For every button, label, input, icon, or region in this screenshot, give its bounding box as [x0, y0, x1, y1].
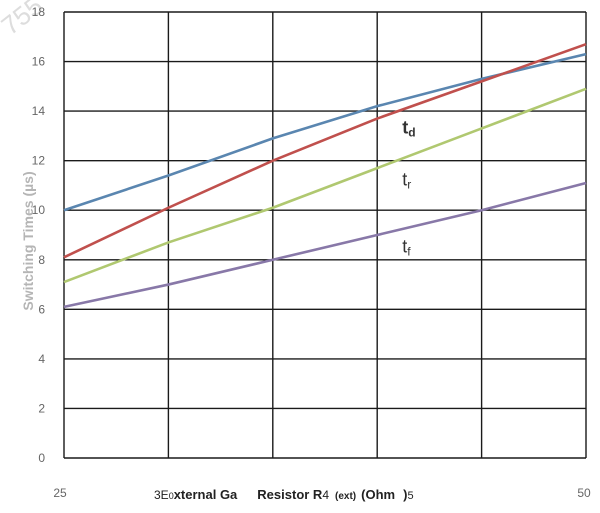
x-axis-label-part: ) [403, 487, 407, 502]
x-axis-ticks: 25 50 [53, 486, 591, 500]
plot-grid [63, 11, 587, 459]
y-tick-label: 2 [38, 401, 45, 415]
x-tick-label: 50 [577, 486, 591, 500]
series-annotation: td [402, 117, 415, 139]
x-axis-label-part: 4 [322, 488, 329, 502]
x-axis-label-part: (ext) [335, 491, 356, 502]
series-annotation: tr [402, 169, 411, 191]
x-tick-label: 25 [53, 486, 67, 500]
y-tick-label: 14 [32, 104, 46, 118]
y-tick-label: 6 [38, 302, 45, 316]
y-tick-label: 16 [32, 55, 46, 69]
y-tick-label: 12 [32, 154, 46, 168]
x-axis-label-part: 0 [169, 491, 174, 501]
series-line-tf [63, 181, 587, 309]
x-axis-label: 3E0xternal Ga Resistor R4 (ext) (Ohm)5 [154, 487, 414, 502]
series-line-tr_g [63, 87, 587, 284]
x-axis-label-part: xternal Ga [174, 487, 238, 502]
y-tick-label: 4 [38, 352, 45, 366]
plot-series [63, 42, 587, 309]
y-tick-label: 18 [32, 5, 46, 19]
y-tick-label: 8 [38, 253, 45, 267]
y-axis-label: Switching Times (µs) [20, 171, 36, 310]
y-tick-label: 0 [38, 451, 45, 465]
series-annotation: tf [402, 236, 411, 258]
y-axis-ticks: 0 2 4 6 8 10 12 14 16 18 [32, 5, 46, 465]
x-axis-label-part: 3E [154, 488, 169, 502]
y-tick-label: 10 [32, 203, 46, 217]
x-axis-label-part: Resistor R [257, 487, 323, 502]
series-annotations: td tr tf [402, 117, 415, 258]
x-axis-label-part: (Ohm [361, 487, 395, 502]
x-axis-label-part: 5 [407, 490, 413, 502]
series-line-tr [63, 42, 587, 259]
